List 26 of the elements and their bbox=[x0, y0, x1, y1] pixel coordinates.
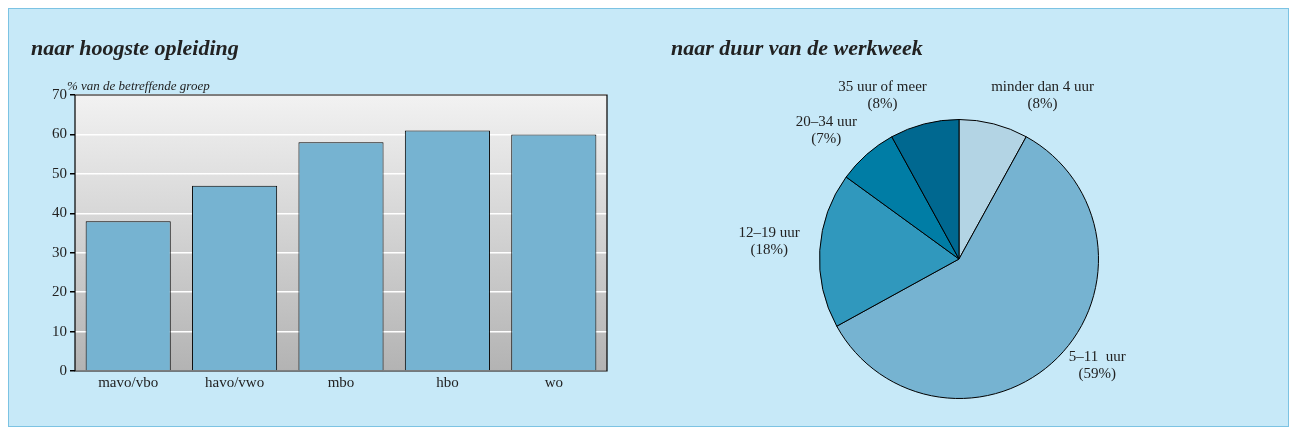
slice-label: 5–11 uur bbox=[1068, 348, 1126, 365]
x-tick-label: havo/vwo bbox=[205, 373, 265, 390]
y-tick-label: 60 bbox=[52, 125, 67, 142]
data-label: (18%) bbox=[750, 240, 788, 258]
y-tick-label: 20 bbox=[52, 283, 67, 300]
y-axis-title: % van de betreffende groep bbox=[67, 77, 211, 93]
y-tick-label: 70 bbox=[52, 85, 67, 102]
x-tick-label: mavo/vbo bbox=[98, 373, 159, 390]
y-tick-label: 50 bbox=[52, 164, 67, 181]
x-tick-label: hbo bbox=[436, 373, 459, 390]
slice-label: minder dan 4 uur bbox=[991, 77, 1095, 94]
slice-label: 20–34 uur bbox=[795, 112, 857, 129]
slice-label: 35 uur of meer bbox=[838, 77, 927, 94]
x-tick-label: mbo bbox=[327, 373, 355, 390]
chart-title: naar hoogste opleiding bbox=[31, 35, 239, 61]
y-tick-label: 0 bbox=[59, 361, 67, 378]
slice-label: 12–19 uur bbox=[738, 223, 800, 240]
data-label: (7%) bbox=[811, 129, 842, 147]
y-tick-label: 10 bbox=[52, 322, 67, 339]
x-tick-label: wo bbox=[544, 373, 563, 390]
chart-title: naar duur van de werkweek bbox=[671, 35, 923, 61]
y-tick-label: 40 bbox=[52, 204, 67, 221]
data-label: (8%) bbox=[867, 94, 898, 112]
y-tick-label: 30 bbox=[52, 243, 67, 260]
data-label: (8%) bbox=[1027, 94, 1058, 112]
data-label: (59%) bbox=[1078, 365, 1117, 383]
